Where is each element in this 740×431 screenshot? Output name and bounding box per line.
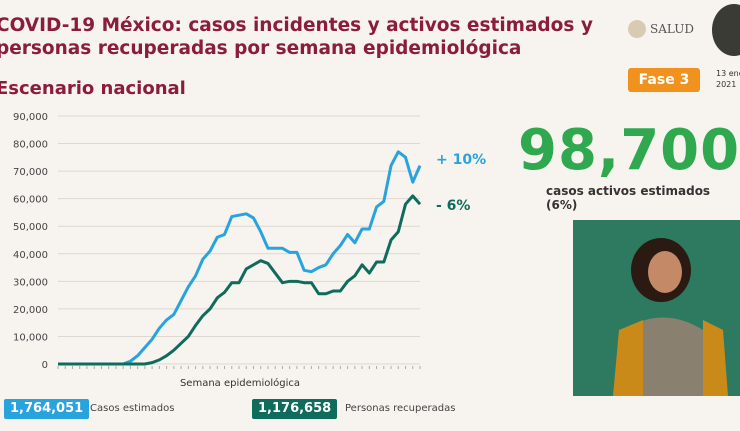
interpreter-video (573, 220, 740, 396)
series-line-recovered (58, 194, 422, 366)
y-tick-label: 30,000 (13, 277, 48, 288)
y-tick-label: 90,000 (13, 112, 48, 123)
title-line-2: personas recuperadas por semana epidemio… (0, 38, 522, 59)
cases-total-label: Casos estimados (90, 403, 175, 414)
y-tick-label: 10,000 (13, 332, 48, 343)
logo-text: SALUD (650, 22, 694, 36)
medal-logo-icon (712, 4, 740, 56)
date-label: 13 enero 2021 (716, 69, 740, 89)
cases-total-badge: 1,764,051 (4, 399, 90, 419)
x-axis-label: Semana epidemiológica (180, 377, 300, 389)
recovered-change-label: - 6% (436, 198, 470, 214)
interpreter-figure (613, 238, 728, 396)
active-cases-value: 98,700 (518, 118, 740, 183)
phase-badge: Fase 3 (628, 68, 700, 92)
subtitle: Escenario nacional (0, 78, 186, 99)
y-tick-label: 60,000 (13, 195, 48, 206)
y-tick-label: 70,000 (13, 167, 48, 178)
page-title: COVID-19 México: casos incidentes y acti… (0, 14, 593, 60)
line-chart: 0 10,000 20,000 30,000 40,000 50,000 60,000 70,… (13, 112, 486, 389)
y-tick-label: 50,000 (13, 222, 48, 233)
recovered-total-badge: 1,176,658 (252, 399, 338, 419)
y-tick-label: 0 (42, 360, 48, 371)
recovered-total-label: Personas recuperadas (345, 403, 456, 414)
y-tick-label: 20,000 (13, 305, 48, 316)
cases-change-label: + 10% (436, 152, 486, 168)
y-tick-label: 80,000 (13, 140, 48, 151)
seal-icon (628, 20, 646, 38)
series-line-cases (58, 150, 422, 366)
title-line-1: COVID-19 México: casos incidentes y acti… (0, 15, 593, 36)
y-tick-label: 40,000 (13, 250, 48, 261)
salud-logo: SALUD (628, 20, 694, 38)
active-cases-label: casos activos estimados (6%) (546, 184, 711, 212)
